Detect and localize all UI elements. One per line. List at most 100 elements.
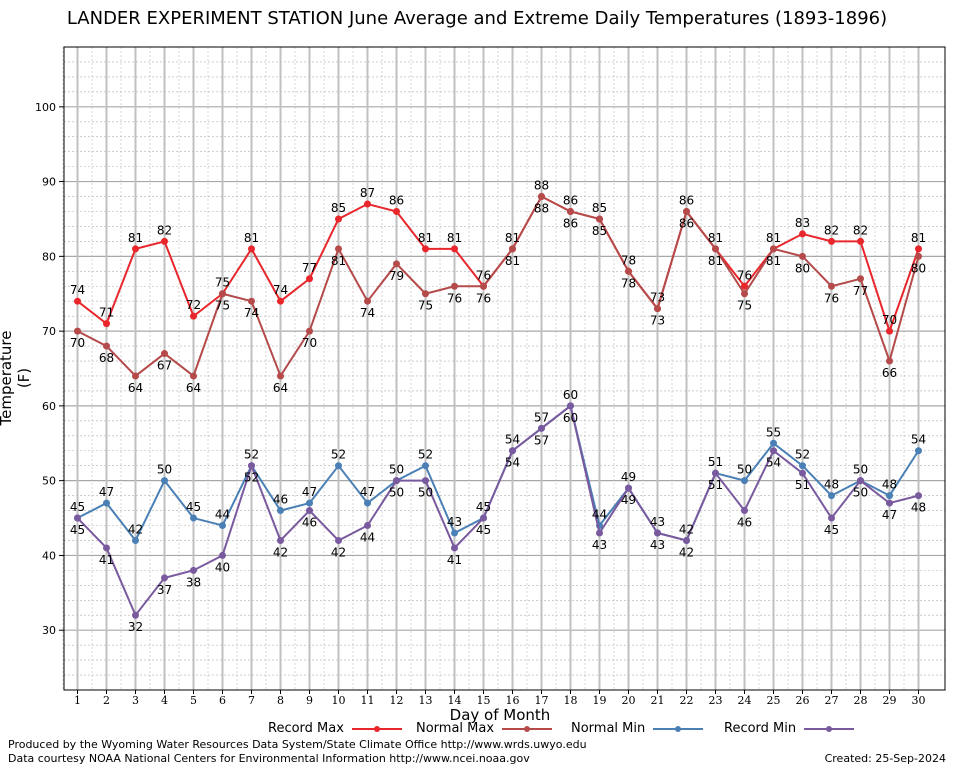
data-label-record-min: 46 [302,516,317,530]
x-tick-label: 18 [564,694,578,707]
footer-data-source: Data courtesy NOAA National Centers for … [8,752,530,765]
data-label-record-min: 44 [360,531,375,545]
data-label-record-max: 81 [766,231,781,245]
data-label-record-max: 81 [418,231,433,245]
data-point-normal-min [103,499,110,507]
data-point-record-min [596,529,603,537]
y-tick-label: 60 [42,400,56,413]
data-label-normal-max: 76 [824,291,839,305]
x-tick-label: 20 [622,694,636,707]
data-label-normal-min: 48 [882,478,897,492]
data-point-normal-max [364,297,371,305]
data-point-record-max [103,320,110,328]
data-point-record-min [567,402,574,410]
data-label-normal-max: 70 [302,336,317,350]
x-tick-label: 27 [825,694,839,707]
x-axis-label: Day of Month [449,706,551,724]
data-point-normal-max [741,290,748,298]
x-tick-label: 28 [854,694,868,707]
data-point-record-max [306,275,313,283]
y-tick-label: 90 [42,176,56,189]
data-point-normal-max [277,372,284,380]
data-label-normal-min: 54 [911,433,926,447]
data-label-normal-min: 54 [505,433,520,447]
y-tick-label: 50 [42,475,56,488]
data-point-normal-max [335,245,342,253]
data-label-normal-min: 43 [447,515,462,529]
data-label-record-min: 54 [505,456,520,470]
data-label-normal-max: 67 [157,359,172,373]
data-point-record-min [335,536,342,544]
data-point-record-min [683,536,690,544]
data-label-normal-max: 73 [650,314,665,328]
data-point-record-min [509,447,516,455]
data-point-normal-max [74,327,81,335]
data-label-normal-max: 74 [244,306,259,320]
data-label-record-min: 42 [273,545,288,559]
data-point-normal-max [103,342,110,350]
data-point-normal-max [219,290,226,298]
data-point-normal-max [857,275,864,283]
x-tick-label: 22 [680,694,694,707]
data-label-record-max: 77 [302,261,317,275]
data-point-record-min [741,507,748,515]
legend-item-normal-max: Normal Max [416,721,553,736]
x-tick-label: 2 [103,694,110,707]
chart-title: LANDER EXPERIMENT STATION June Average a… [66,8,888,29]
legend-label-normal-min: Normal Min [571,721,646,736]
x-tick-label: 3 [132,694,139,707]
data-point-record-min [451,544,458,552]
data-label-record-max: 73 [650,291,665,305]
x-tick-label: 14 [448,694,462,707]
data-point-record-max [451,245,458,253]
legend-label-normal-max: Normal Max [416,721,495,736]
data-point-record-max [915,245,922,253]
data-point-normal-max [248,297,255,305]
data-label-record-min: 41 [447,553,462,567]
data-label-normal-min: 43 [650,515,665,529]
y-axis-label: Temperature (F) [0,330,33,426]
data-point-record-min [538,424,545,432]
legend-label-record-min: Record Min [724,721,797,736]
data-label-record-max: 82 [853,223,868,237]
x-tick-label: 5 [190,694,197,707]
x-tick-label: 12 [390,694,404,707]
data-label-normal-max: 64 [186,381,201,395]
data-label-normal-min: 46 [273,493,288,507]
x-tick-label: 1 [74,694,81,707]
data-point-record-max [393,207,400,215]
legend-swatch-normal-min [653,725,704,732]
x-tick-label: 11 [361,694,375,707]
footer-producer: Produced by the Wyoming Water Resources … [8,738,587,751]
data-point-normal-min [364,499,371,507]
legend-item-record-max: Record Max [268,721,402,736]
data-label-record-min: 46 [737,516,752,530]
data-label-normal-max: 78 [621,276,636,290]
data-label-normal-max: 75 [418,299,433,313]
data-label-record-max: 81 [447,231,462,245]
data-point-normal-max [451,282,458,290]
x-tick-label: 17 [535,694,549,707]
data-label-normal-max: 66 [882,366,897,380]
data-label-record-min: 54 [766,456,781,470]
data-point-normal-min [886,492,893,500]
data-label-normal-min: 50 [737,463,752,477]
legend-swatch-normal-max [502,725,553,732]
data-label-record-max: 72 [186,298,201,312]
data-label-normal-max: 64 [128,381,143,395]
data-label-normal-min: 57 [534,410,549,424]
data-point-normal-max [480,282,487,290]
data-point-normal-max [567,207,574,215]
data-label-normal-min: 44 [592,508,607,522]
data-label-record-max: 78 [621,253,636,267]
data-point-record-min [770,447,777,455]
data-point-record-min [828,514,835,522]
data-label-normal-min: 49 [621,470,636,484]
data-point-normal-max [886,357,893,365]
data-label-record-min: 43 [650,538,665,552]
data-label-record-min: 51 [708,478,723,492]
data-label-normal-min: 47 [302,485,317,499]
x-tick-label: 19 [593,694,607,707]
data-label-record-min: 57 [534,433,549,447]
